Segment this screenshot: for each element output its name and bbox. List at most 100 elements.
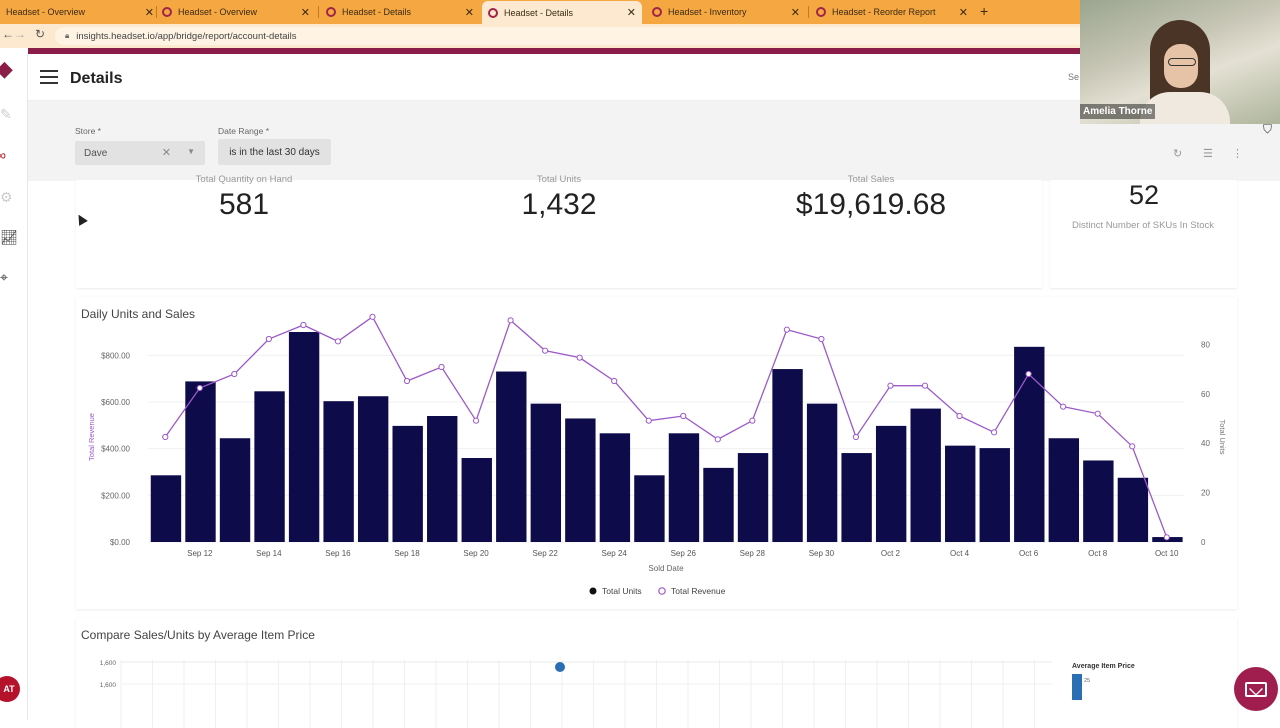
x-tick-label: Sep 20 — [463, 549, 489, 558]
left-nav-rail: ◆ ✎ ∞ ⚙ 📈︎ ⌖ — [0, 54, 28, 720]
chevron-down-icon[interactable]: ▼ — [187, 147, 195, 156]
clear-icon[interactable]: ✕ — [161, 147, 171, 159]
bar-total-units — [1083, 460, 1114, 542]
chat-launcher-button[interactable] — [1234, 667, 1278, 711]
store-filter-label: Store * — [75, 126, 101, 136]
trend-chart-icon[interactable]: 📈︎ — [0, 229, 18, 245]
tab-label: Headset - Overview — [178, 7, 258, 17]
point-total-revenue — [334, 338, 342, 345]
point-total-revenue — [265, 335, 272, 343]
map-icon[interactable]: ⌖ — [0, 269, 8, 285]
url-field[interactable]: 🔒︎ insights.headset.io/app/bridge/report… — [55, 27, 1080, 45]
bar-total-units — [288, 332, 320, 542]
pin-icon[interactable]: ✎ — [0, 106, 12, 122]
bar-total-units — [1014, 346, 1045, 542]
browser-tab[interactable]: Headset - Overview ✕ — [156, 2, 316, 22]
filter-icon[interactable]: ☰ — [1203, 148, 1213, 160]
more-options-icon[interactable]: ⋮ — [1232, 148, 1243, 160]
close-tab-icon[interactable]: ✕ — [790, 6, 800, 19]
tab-label: Headset - Details — [504, 7, 574, 18]
browser-tab[interactable]: Headset - Overview ✕ — [0, 2, 160, 22]
kpi-label: Distinct Number of SKUs In Stock — [1071, 220, 1215, 231]
close-tab-icon[interactable]: ✕ — [300, 6, 310, 19]
address-bar-row: ← → ↻ 🔒︎ insights.headset.io/app/bridge/… — [0, 24, 1080, 48]
bookmark-icon[interactable]: ⛉ — [1263, 122, 1273, 136]
point-total-revenue — [921, 382, 929, 389]
point-total-revenue — [369, 313, 376, 320]
daily-units-sales-card: Daily Units and Sales $0.00 $200.00 $400.0… — [76, 297, 1237, 609]
y-left-tick-label: $200.00 — [101, 491, 130, 500]
close-tab-icon[interactable]: ✕ — [958, 6, 968, 19]
participant-name: Amelia Thorne — [1080, 104, 1156, 119]
browser-tab[interactable]: Headset - Reorder Report ✕ — [810, 2, 974, 22]
user-avatar[interactable]: AT — [0, 676, 20, 702]
bar-total-units — [634, 475, 665, 542]
new-tab-button[interactable]: + — [980, 3, 989, 19]
point-total-revenue — [956, 412, 963, 420]
url-text: insights.headset.io/app/bridge/report/ac… — [76, 30, 297, 42]
y-left-tick-label: $400.00 — [101, 445, 130, 454]
browser-tab[interactable]: Headset - Details ✕ — [320, 2, 480, 22]
legend-marker-total-revenue — [658, 587, 666, 595]
store-value: Dave — [84, 147, 108, 159]
x-tick-label: Sep 28 — [740, 549, 766, 558]
bar-total-units — [565, 418, 596, 542]
bridge-icon[interactable]: ∞ — [0, 147, 6, 163]
compare-sales-units-card: Compare Sales/Units by Average Item Pric… — [76, 618, 1237, 728]
browser-tab-active[interactable]: Headset - Details ✕ — [482, 1, 642, 24]
bar-total-units — [910, 408, 941, 542]
bar-total-units — [945, 445, 976, 542]
kpi-card-group: Total Quantity on Hand 581 Total Units 1… — [76, 174, 1042, 288]
scatter-point — [555, 662, 565, 672]
bar-total-units — [461, 458, 492, 542]
x-tick-label: Oct 10 — [1155, 549, 1179, 558]
mail-icon — [1245, 681, 1267, 697]
point-total-revenue — [783, 326, 790, 333]
point-total-revenue — [403, 377, 411, 385]
header-search-input[interactable]: Se — [1068, 72, 1080, 82]
x-tick-label: Sep 16 — [325, 549, 351, 558]
close-tab-icon[interactable]: ✕ — [464, 6, 474, 19]
kpi-value: $19,619.68 — [795, 188, 947, 221]
back-icon[interactable]: ← — [2, 27, 14, 41]
y-tick-label: 1,600 — [100, 660, 117, 667]
reload-icon[interactable]: ↻ — [35, 27, 46, 41]
bar-total-units — [599, 433, 631, 542]
hamburger-menu-icon[interactable] — [40, 70, 58, 84]
brand-accent-bar — [28, 48, 1080, 54]
browser-tab[interactable]: Headset - Inventory ✕ — [646, 2, 806, 22]
chart-title: Daily Units and Sales — [81, 307, 196, 321]
legend-value: 25 — [1084, 678, 1090, 684]
bar-total-units — [979, 448, 1010, 542]
browser-tab-strip: Headset - Overview ✕ Headset - Overview … — [0, 0, 1080, 24]
bar-total-units — [496, 371, 527, 542]
legend-label: Total Units — [602, 586, 642, 596]
video-call-tile[interactable] — [1080, 0, 1280, 124]
headset-logo-icon[interactable]: ◆ — [0, 56, 13, 81]
compare-sales-units-chart: 1,600 1,600 Average Item Price 25 — [100, 660, 1135, 728]
settings-icon[interactable]: ⚙ — [0, 189, 13, 205]
bar-total-units — [772, 369, 803, 542]
y-left-tick-label: $0.00 — [110, 538, 131, 547]
legend-marker-total-units — [589, 587, 597, 595]
y-right-tick-label: 40 — [1201, 439, 1210, 448]
x-tick-label: Oct 6 — [1019, 549, 1039, 558]
tab-label: Headset - Details — [342, 7, 412, 17]
tab-label: Headset - Overview — [6, 7, 86, 17]
date-range-filter[interactable]: is in the last 30 days — [218, 139, 331, 165]
refresh-icon[interactable]: ↻ — [1173, 148, 1183, 160]
bar-total-units — [357, 396, 389, 542]
page-header: Details Se — [28, 56, 1280, 101]
daily-units-sales-chart: $0.00 $200.00 $400.00 $600.00 $800.00 0 20 40 60… — [87, 313, 1227, 596]
y-left-axis-label: Total Revenue — [87, 413, 96, 461]
kpi-value: 52 — [1128, 180, 1160, 210]
close-tab-icon[interactable]: ✕ — [144, 6, 154, 19]
forward-icon[interactable]: → — [14, 27, 26, 41]
store-select[interactable]: Dave ✕ ▼ — [75, 141, 205, 165]
close-tab-icon[interactable]: ✕ — [626, 7, 636, 19]
point-total-revenue — [1060, 403, 1067, 410]
tab-label: Headset - Reorder Report — [832, 7, 936, 17]
point-total-revenue — [852, 433, 860, 441]
x-tick-label: Sep 30 — [809, 549, 835, 558]
x-tick-label: Sep 12 — [187, 549, 213, 558]
